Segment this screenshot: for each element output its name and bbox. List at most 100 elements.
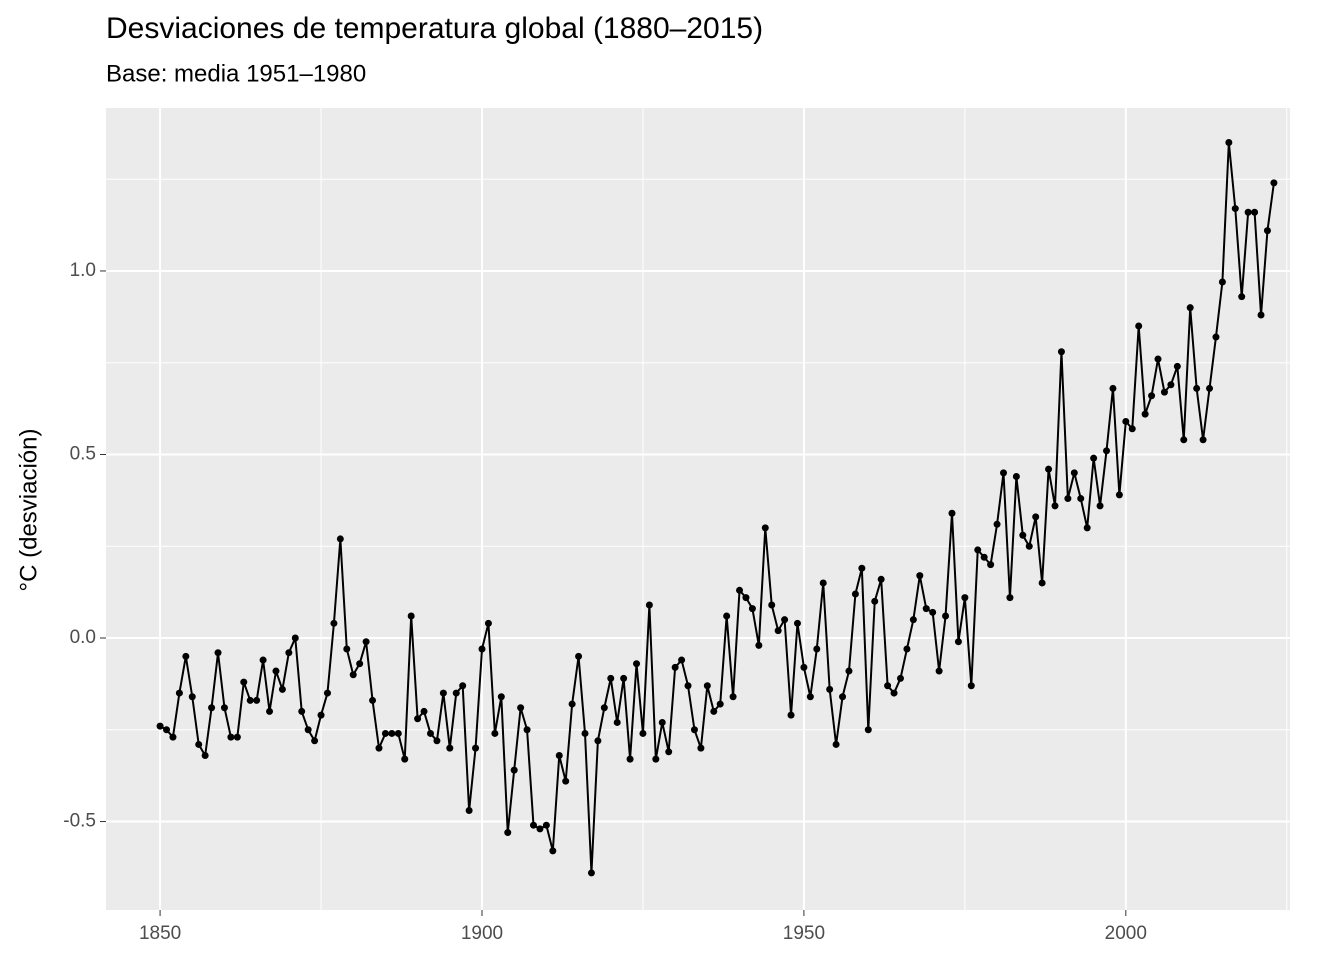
data-point	[195, 740, 203, 748]
data-point	[163, 726, 171, 734]
data-point	[658, 718, 666, 726]
data-point	[884, 682, 892, 690]
data-point	[484, 619, 492, 627]
data-line	[159, 142, 1275, 873]
data-point	[1154, 355, 1162, 363]
data-point	[272, 667, 280, 675]
data-point	[858, 564, 866, 572]
data-point	[407, 612, 415, 620]
data-point	[439, 689, 447, 697]
y-tick-label: 1.0	[70, 260, 96, 281]
data-point	[1077, 495, 1085, 503]
data-point	[613, 718, 621, 726]
y-tick-label: 0.5	[70, 444, 96, 465]
data-point	[465, 807, 473, 815]
data-point	[903, 645, 911, 653]
data-point	[220, 704, 228, 712]
data-point	[793, 619, 801, 627]
data-point	[652, 755, 660, 763]
data-point	[175, 689, 183, 697]
data-point	[755, 641, 763, 649]
x-tick-label: 1850	[139, 923, 181, 944]
data-point	[987, 561, 995, 569]
data-point	[1038, 579, 1046, 587]
data-point	[201, 751, 209, 759]
data-point	[1231, 205, 1239, 213]
data-point	[742, 594, 750, 602]
data-point	[1212, 333, 1220, 341]
data-point	[1032, 513, 1040, 521]
data-point	[369, 696, 377, 704]
data-point	[974, 546, 982, 554]
data-point	[536, 825, 544, 833]
data-point	[1096, 502, 1104, 510]
data-point	[362, 638, 370, 646]
data-point	[426, 729, 434, 737]
data-point	[665, 748, 673, 756]
data-point	[1006, 594, 1014, 602]
data-point	[832, 740, 840, 748]
data-point	[1270, 179, 1278, 187]
data-point	[381, 729, 389, 737]
data-point	[954, 638, 962, 646]
data-point	[459, 682, 467, 690]
data-point	[1180, 436, 1188, 444]
data-point	[1160, 388, 1168, 396]
data-point	[1064, 495, 1072, 503]
data-point	[156, 722, 164, 730]
data-point	[620, 674, 628, 682]
data-point	[394, 729, 402, 737]
chart-subtitle: Base: media 1951–1980	[106, 60, 366, 87]
data-point	[993, 520, 1001, 528]
data-point	[1225, 139, 1233, 147]
data-point	[1025, 542, 1033, 550]
data-point	[1128, 425, 1136, 433]
data-point	[1263, 227, 1271, 235]
data-point	[839, 693, 847, 701]
data-point	[446, 744, 454, 752]
data-point	[1167, 381, 1175, 389]
data-point	[800, 663, 808, 671]
data-point	[317, 711, 325, 719]
data-point	[188, 693, 196, 701]
data-point	[684, 682, 692, 690]
data-point	[169, 733, 177, 741]
data-point	[781, 616, 789, 624]
data-point	[304, 726, 312, 734]
data-point	[703, 682, 711, 690]
data-point	[710, 707, 718, 715]
y-axis-label: °C (desviación)	[15, 429, 42, 592]
data-point	[626, 755, 634, 763]
data-point	[864, 726, 872, 734]
data-point	[233, 733, 241, 741]
data-point	[948, 509, 956, 517]
data-point	[819, 579, 827, 587]
data-point	[1173, 362, 1181, 370]
data-point	[401, 755, 409, 763]
data-point	[291, 634, 299, 642]
data-point	[1103, 447, 1111, 455]
data-point	[1083, 524, 1091, 532]
data-point	[356, 660, 364, 668]
data-point	[504, 829, 512, 837]
data-point	[491, 729, 499, 737]
data-point	[980, 553, 988, 561]
data-point	[942, 612, 950, 620]
data-point	[182, 652, 190, 660]
x-tick-label: 1950	[783, 923, 825, 944]
data-point	[671, 663, 679, 671]
data-point	[1238, 293, 1246, 301]
data-point	[748, 605, 756, 613]
data-point	[1070, 469, 1078, 477]
data-point	[607, 674, 615, 682]
data-point	[214, 649, 222, 657]
data-point	[278, 685, 286, 693]
data-point	[851, 590, 859, 598]
data-point	[311, 737, 319, 745]
data-point	[298, 707, 306, 715]
data-point	[890, 689, 898, 697]
chart-title: Desviaciones de temperatura global (1880…	[106, 12, 763, 45]
data-point	[645, 601, 653, 609]
data-point	[845, 667, 853, 675]
